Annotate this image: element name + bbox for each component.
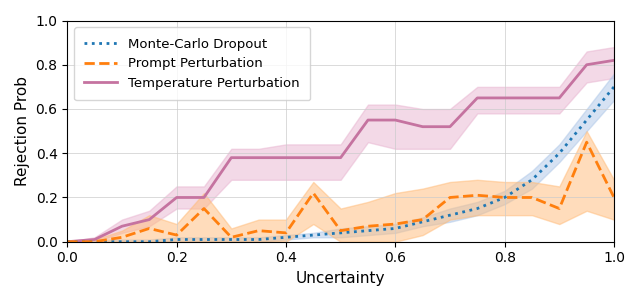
Y-axis label: Rejection Prob: Rejection Prob [15, 76, 30, 186]
X-axis label: Uncertainty: Uncertainty [296, 271, 385, 286]
Legend: Monte-Carlo Dropout, Prompt Perturbation, Temperature Perturbation: Monte-Carlo Dropout, Prompt Perturbation… [74, 27, 310, 101]
